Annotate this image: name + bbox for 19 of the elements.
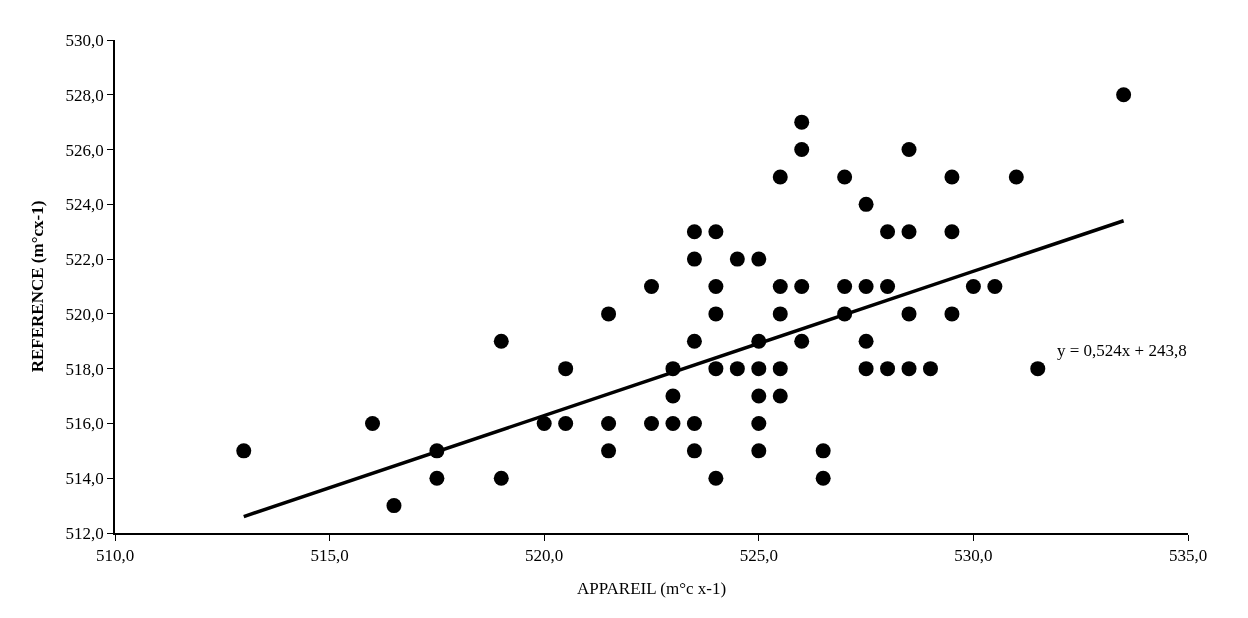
x-axis-title: APPAREIL (m°c x-1) (576, 579, 727, 599)
x-tick-label: 510,0 (95, 546, 135, 566)
x-tick-label: 535,0 (1168, 546, 1208, 566)
y-tick-label: 530,0 (65, 30, 104, 50)
annotation: y = 0,524x + 243,8 (1057, 341, 1187, 360)
x-tick-label: 520,0 (525, 546, 564, 566)
y-tick-label: 518,0 (65, 359, 104, 379)
y-tick-label: 526,0 (65, 140, 104, 160)
y-tick-label: 520,0 (65, 304, 104, 324)
y-tick-label: 522,0 (65, 250, 104, 270)
y-axis-title: REFERENCE (m°cx-1) (27, 200, 47, 373)
x-tick-label: 530,0 (954, 546, 993, 566)
y-tick-label: 524,0 (65, 195, 104, 215)
x-tick-label: 515,0 (310, 546, 349, 566)
y-tick-label: 528,0 (65, 85, 104, 105)
x-tick-label: 525,0 (739, 546, 778, 566)
y-tick-label: 514,0 (65, 469, 104, 489)
y-tick-label: 516,0 (65, 414, 104, 434)
y-tick-label: 512,0 (65, 523, 104, 543)
